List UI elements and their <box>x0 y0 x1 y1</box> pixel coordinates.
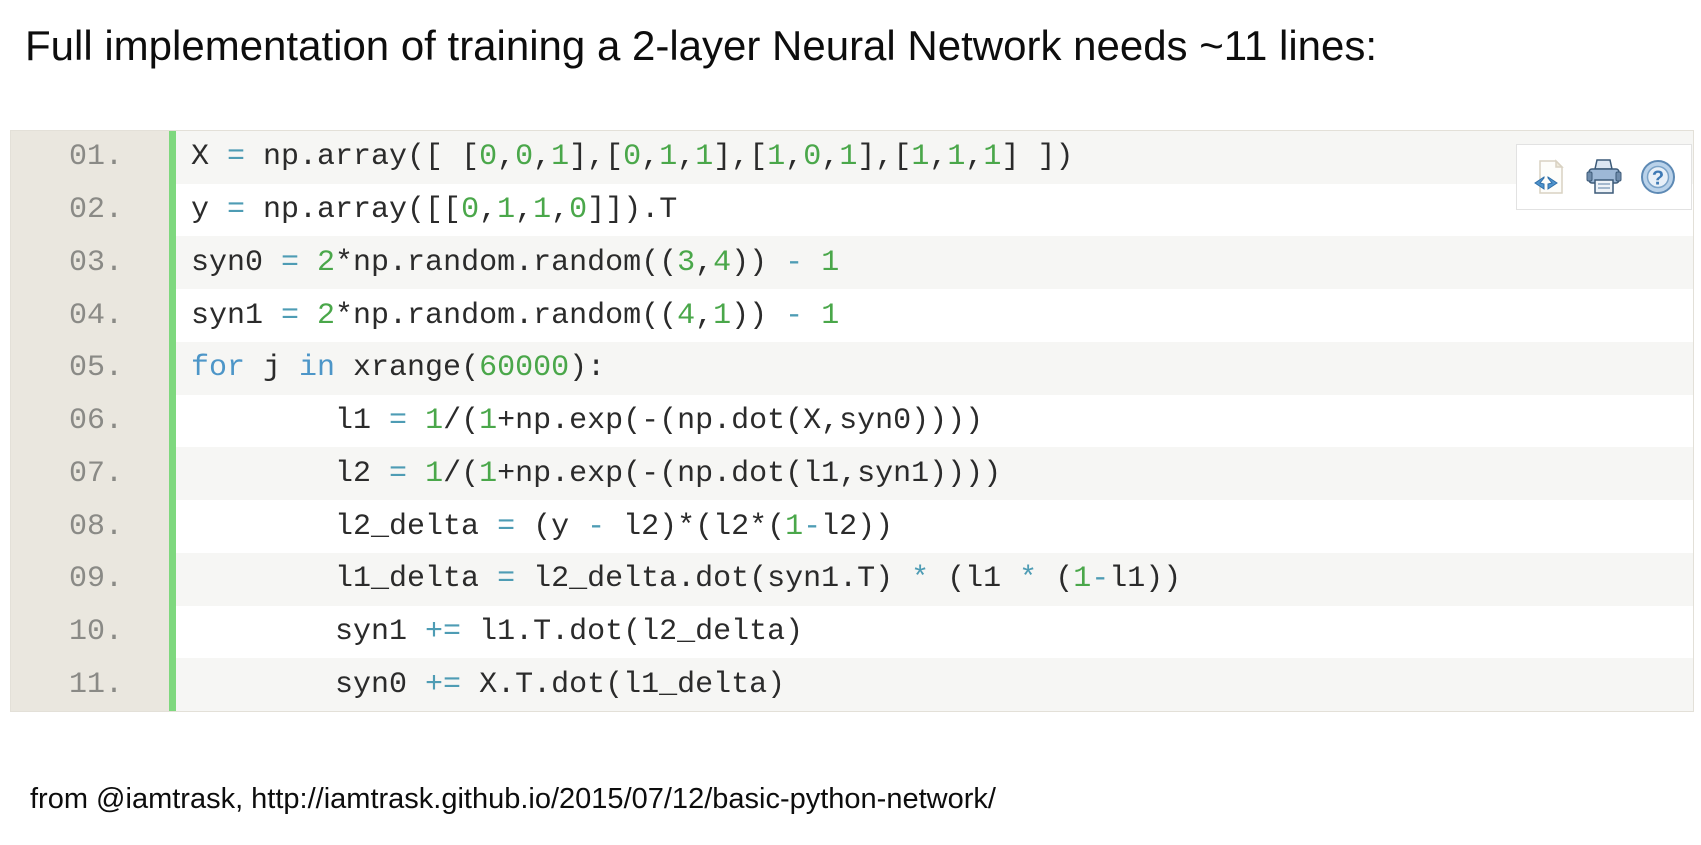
code-block: ? 01. X = np.array([ [0, 0, 1],[0, 1, 1],[1, 0… <box>10 130 1694 712</box>
gutter-divider <box>169 341 176 395</box>
gutter-divider <box>169 447 176 501</box>
view-source-icon[interactable] <box>1529 156 1571 198</box>
code-row: 10. syn1 += l1.T.dot(l2_delta) <box>11 605 1693 659</box>
line-number: 07. <box>11 447 169 501</box>
svg-text:?: ? <box>1652 168 1664 190</box>
code-row: 08. l2_delta = (y - l2)*(l2*(1- l2)) <box>11 500 1693 553</box>
source-citation: from @iamtrask, http://iamtrask.github.i… <box>30 783 996 815</box>
code-line: syn0 += X.T.dot(l1_delta) <box>176 658 1693 712</box>
gutter-divider <box>169 394 176 448</box>
line-number: 01. <box>11 131 169 184</box>
code-line: y = np.array([[0, 1, 1, 0]]).T <box>176 183 1693 237</box>
code-line: l1_delta = l2_delta.dot(syn1.T) * (l1 * … <box>176 552 1693 606</box>
line-number: 06. <box>11 394 169 448</box>
line-number: 04. <box>11 289 169 342</box>
code-row: 03. syn0 = 2 *np.random.random((3, 4)) - 1 <box>11 236 1693 290</box>
code-line: syn1 += l1.T.dot(l2_delta) <box>176 605 1693 659</box>
print-icon[interactable] <box>1583 156 1625 198</box>
gutter-divider <box>169 552 176 606</box>
code-line: l2 = 1/(1 +np.exp(-(np.dot(l1,syn1)))) <box>176 447 1693 501</box>
code-line: X = np.array([ [0, 0, 1],[0, 1, 1],[1, 0, 1],[… <box>176 131 1693 184</box>
line-number: 03. <box>11 236 169 290</box>
gutter-divider <box>169 131 176 184</box>
code-line: l1 = 1/(1 +np.exp(-(np.dot(X,syn0)))) <box>176 394 1693 448</box>
code-row: 02. y = np.array([[0, 1, 1, 0]]).T <box>11 183 1693 237</box>
gutter-divider <box>169 500 176 553</box>
code-row: 04. syn1 = 2 *np.random.random((4, 1)) - 1 <box>11 289 1693 342</box>
gutter-divider <box>169 183 176 237</box>
page-title: Full implementation of training a 2-laye… <box>25 22 1378 69</box>
line-number: 10. <box>11 605 169 659</box>
line-number: 11. <box>11 658 169 712</box>
line-number: 05. <box>11 341 169 395</box>
gutter-divider <box>169 236 176 290</box>
line-number: 09. <box>11 552 169 606</box>
code-line: l2_delta = (y - l2)*(l2*(1- l2)) <box>176 500 1693 553</box>
line-number: 02. <box>11 183 169 237</box>
gutter-divider <box>169 605 176 659</box>
gutter-divider <box>169 658 176 712</box>
code-row: 05. for j in xrange(60000): <box>11 341 1693 395</box>
code-row: 07. l2 = 1/(1 +np.exp(-(np.dot(l1,syn1)))… <box>11 447 1693 501</box>
code-row: 11. syn0 += X.T.dot(l1_delta) <box>11 658 1693 712</box>
gutter-divider <box>169 289 176 342</box>
code-toolbar: ? <box>1516 144 1692 210</box>
help-icon[interactable]: ? <box>1637 156 1679 198</box>
code-line: syn1 = 2 *np.random.random((4, 1)) - 1 <box>176 289 1693 342</box>
code-row: 06. l1 = 1/(1 +np.exp(-(np.dot(X,syn0)))) <box>11 394 1693 448</box>
code-line: for j in xrange(60000): <box>176 341 1693 395</box>
code-line: syn0 = 2 *np.random.random((3, 4)) - 1 <box>176 236 1693 290</box>
line-number: 08. <box>11 500 169 553</box>
code-row: 01. X = np.array([ [0, 0, 1],[0, 1, 1],[1, 0, 1… <box>11 131 1693 184</box>
code-row: 09. l1_delta = l2_delta.dot(syn1.T) * (l… <box>11 552 1693 606</box>
